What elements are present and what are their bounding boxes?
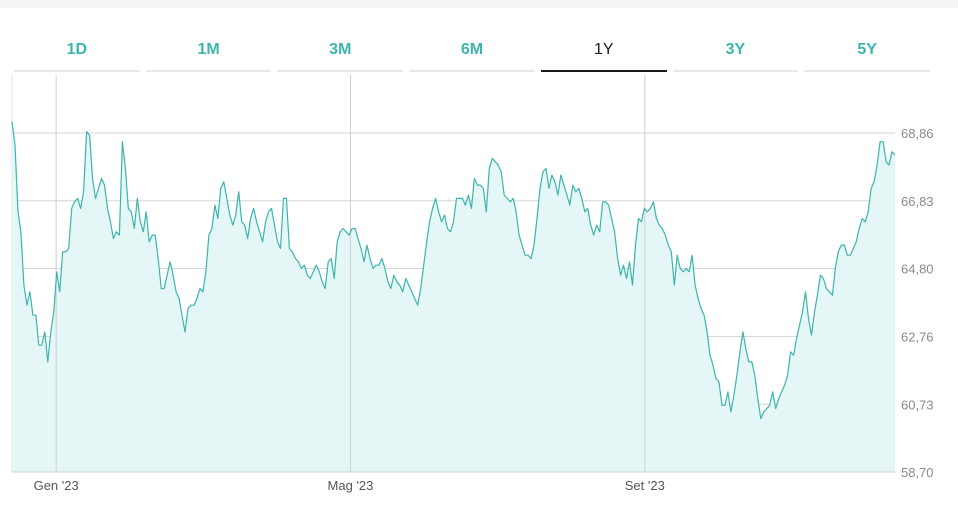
y-tick-label: 66,83	[901, 194, 934, 209]
y-tick-label: 58,70	[901, 465, 934, 480]
price-chart: 58,70 60,73 62,76 64,80 66,83 68,86 Gen '23 Mag…	[0, 75, 958, 513]
y-tick-label: 64,80	[901, 261, 934, 276]
area-fill	[12, 121, 895, 472]
tab-3m[interactable]: 3M	[277, 33, 403, 73]
tab-1m[interactable]: 1M	[145, 33, 272, 73]
tab-6m[interactable]: 6M	[409, 33, 535, 73]
x-tick-label: Gen '23	[34, 478, 79, 493]
price-line	[11, 121, 896, 420]
y-tick-label: 60,73	[901, 397, 934, 412]
tab-5y[interactable]: 5Y	[804, 33, 930, 73]
y-tick-label: 62,76	[901, 330, 934, 345]
x-tick-label: Mag '23	[328, 478, 374, 493]
tab-1y[interactable]: 1Y	[540, 33, 667, 73]
chart-svg: 58,70 60,73 62,76 64,80 66,83 68,86 Gen '23 Mag…	[11, 75, 934, 493]
timeframe-tabs: 1D 1M 3M 6M 1Y 3Y 5Y	[14, 33, 930, 73]
tab-1d[interactable]: 1D	[14, 33, 140, 73]
x-tick-label: Set '23	[625, 478, 665, 493]
top-bar	[0, 0, 958, 8]
tab-3y[interactable]: 3Y	[672, 33, 799, 73]
y-tick-label: 68,86	[901, 126, 934, 141]
